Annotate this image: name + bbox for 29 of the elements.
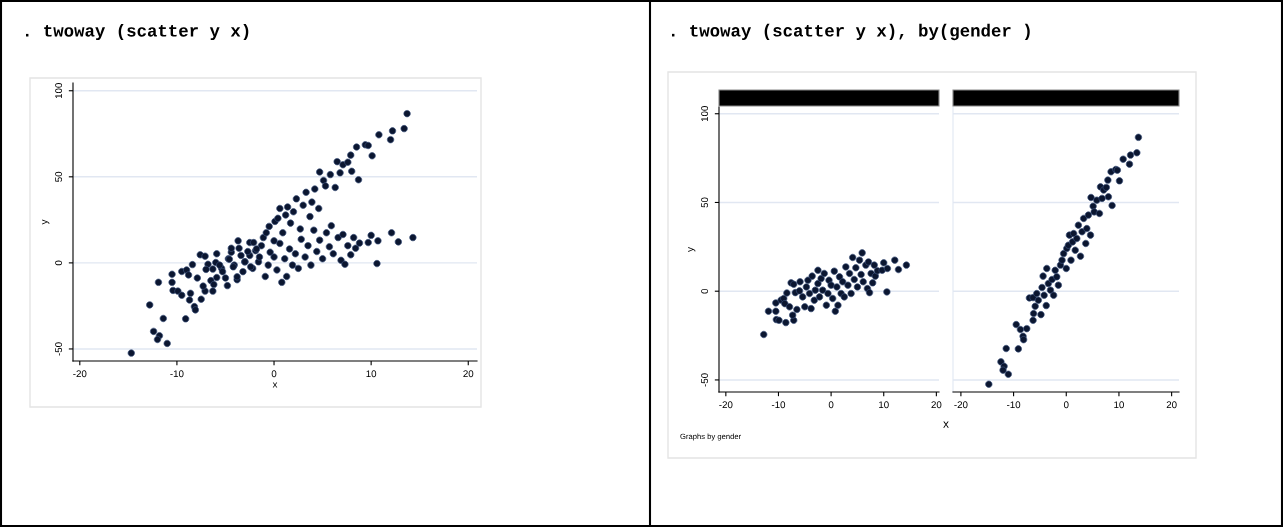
x-tick-label: -10 xyxy=(170,370,184,378)
x-tick-label: -20 xyxy=(73,370,87,378)
x-tick-label: 10 xyxy=(1114,401,1124,409)
x-axis-title: x xyxy=(943,421,949,428)
x-tick-label: -20 xyxy=(954,401,968,409)
y-tick-label: 50 xyxy=(55,171,63,182)
x-tick-label: 10 xyxy=(366,370,377,378)
x-axis-title: x xyxy=(272,382,278,388)
y-tick-label: -50 xyxy=(55,342,63,356)
y-tick-label: 50 xyxy=(701,197,709,208)
x-tick-label: 20 xyxy=(463,370,474,378)
y-tick-label: 0 xyxy=(701,288,709,294)
y-tick-label: 0 xyxy=(55,260,63,266)
y-tick-label: -50 xyxy=(701,373,709,387)
x-tick-label: 10 xyxy=(879,401,889,409)
chart-title: . twoway (scatter y x) xyxy=(25,23,249,41)
y-axis-title: y xyxy=(688,247,696,252)
x-tick-label: 20 xyxy=(931,401,942,409)
x-tick-label: -10 xyxy=(771,401,786,409)
x-tick-label: 0 xyxy=(271,370,277,378)
x-tick-label: 0 xyxy=(1063,401,1069,409)
x-tick-label: -20 xyxy=(719,401,733,409)
y-tick-label: 100 xyxy=(55,83,63,99)
x-tick-label: -10 xyxy=(1006,401,1021,409)
y-tick-label: 100 xyxy=(701,106,709,122)
chart-title: . twoway (scatter y x), by(gender ) xyxy=(671,23,1030,41)
y-axis-title: y xyxy=(42,219,50,225)
x-tick-label: 0 xyxy=(828,401,834,409)
x-tick-label: 20 xyxy=(1166,401,1177,409)
